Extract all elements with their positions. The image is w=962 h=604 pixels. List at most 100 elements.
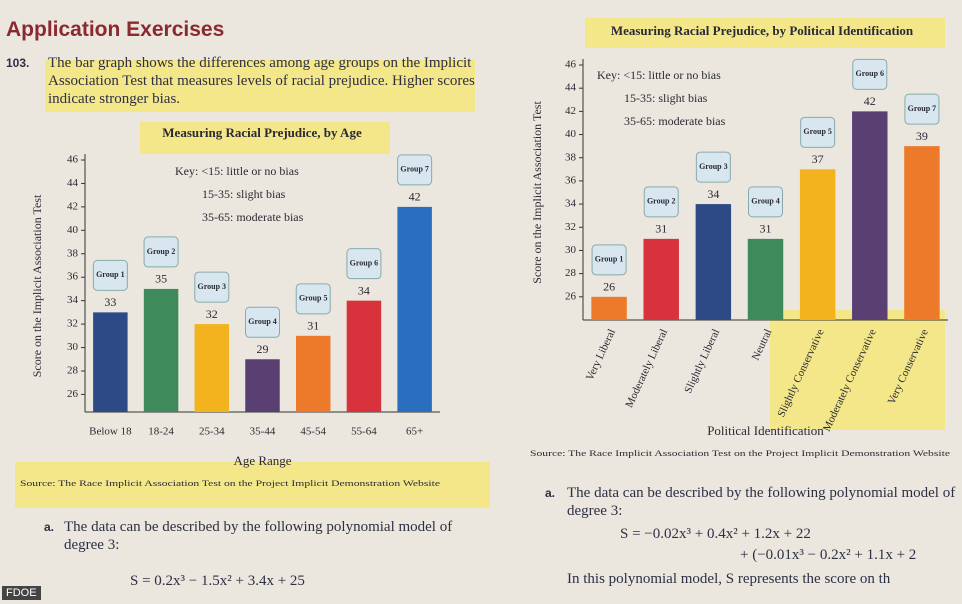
group-label: Group 6: [350, 258, 379, 267]
group-callout: [143, 236, 179, 268]
y-tick-label: 32: [67, 318, 78, 330]
group-label: Group 4: [751, 197, 780, 206]
part-label: a.: [44, 520, 55, 534]
chart-title: Measuring Racial Prejudice, by Age: [162, 125, 362, 140]
y-tick-label: 34: [565, 198, 577, 210]
y-tick-label: 46: [67, 154, 79, 166]
y-tick-label: 38: [565, 151, 577, 163]
chart-title: Measuring Racial Prejudice, by Political…: [611, 23, 914, 38]
y-tick-label: 42: [67, 200, 78, 212]
x-tick-label: 35-44: [250, 426, 276, 438]
x-tick-label: Moderately Liberal: [623, 327, 670, 409]
bar: [695, 204, 732, 320]
y-axis-label: Score on the Implicit Association Test: [30, 194, 44, 377]
value-label: 32: [206, 307, 218, 321]
part-label: a.: [545, 486, 556, 500]
group-label: Group 3: [699, 162, 728, 171]
value-label: 31: [655, 222, 667, 236]
value-label: 31: [307, 319, 319, 333]
source: Source: The Race Implicit Association Te…: [20, 478, 440, 488]
heading: Application Exercises: [6, 18, 225, 41]
group-label: Group 6: [856, 69, 885, 78]
x-tick-label: 45-54: [300, 426, 326, 438]
y-tick-label: 38: [67, 247, 79, 259]
bar: [643, 238, 679, 320]
group-callout: [800, 116, 836, 148]
group-callout: [643, 186, 679, 218]
source: Source: The Race Implicit Association Te…: [530, 448, 950, 458]
group-label: Group 5: [299, 294, 328, 303]
bar: [747, 238, 784, 320]
key-line: 15-35: slight bias: [202, 187, 286, 201]
highlight: [585, 18, 945, 48]
y-tick-label: 34: [67, 294, 79, 306]
key-line: 35-65: moderate bias: [202, 210, 304, 224]
part-text: The data can be described by the followi…: [64, 519, 453, 553]
y-tick-label: 40: [67, 224, 79, 236]
y-tick-label: 46: [565, 59, 577, 71]
value-label: 31: [760, 222, 772, 236]
exercise-number: 103.: [6, 56, 30, 70]
value-label: 35: [155, 272, 167, 286]
bar: [852, 111, 888, 320]
bar: [194, 324, 230, 412]
y-tick-label: 36: [67, 271, 79, 283]
key-line: 35-65: moderate bias: [624, 114, 726, 128]
group-label: Group 1: [96, 270, 125, 279]
x-tick-label: Slightly Liberal: [682, 327, 722, 395]
x-tick-label: Neutral: [750, 327, 775, 362]
highlight: [770, 310, 945, 430]
x-tick-label: 65+: [406, 426, 423, 438]
group-callout: [295, 283, 331, 315]
key-line: Key: <15: little or no bias: [597, 68, 721, 82]
bar: [591, 296, 627, 320]
exercise-text: The bar graph shows the differences amon…: [48, 55, 475, 107]
watermark: FDOE: [2, 586, 41, 600]
x-axis-label: Political Identification: [707, 423, 824, 438]
y-tick-label: 26: [565, 290, 577, 302]
x-tick-label: Below 18: [89, 426, 132, 438]
value-label: 42: [864, 94, 876, 108]
y-tick-label: 30: [565, 244, 577, 256]
x-tick-label: Very Liberal: [584, 327, 618, 382]
value-label: 29: [257, 342, 269, 356]
bar: [904, 146, 940, 320]
bar: [799, 169, 836, 320]
value-label: 42: [409, 190, 421, 204]
highlight: [140, 122, 390, 154]
formula: S = 0.2x³ − 1.5x² + 3.4x + 25: [130, 573, 305, 589]
group-label: Group 2: [647, 197, 676, 206]
bar: [245, 359, 280, 412]
bar: [143, 288, 179, 412]
group-label: Group 3: [198, 282, 227, 291]
group-callout: [852, 58, 888, 90]
value-label: 39: [916, 129, 928, 143]
value-label: 26: [603, 280, 615, 294]
group-callout: [904, 93, 940, 125]
y-tick-label: 42: [565, 105, 576, 117]
x-tick-label: Moderately Conservative: [821, 327, 879, 433]
value-label: 33: [104, 295, 116, 309]
x-tick-label: Slightly Conservative: [775, 327, 826, 419]
x-axis-label: Age Range: [233, 453, 291, 468]
group-label: Group 1: [595, 255, 624, 264]
group-label: Group 2: [147, 247, 176, 256]
group-callout: [695, 151, 731, 183]
group-callout: [346, 248, 382, 280]
group-label: Group 7: [400, 165, 429, 174]
group-label: Group 7: [908, 104, 937, 113]
group-callout: [397, 154, 433, 186]
y-tick-label: 28: [67, 365, 79, 377]
y-tick-label: 28: [565, 267, 577, 279]
bar: [295, 335, 331, 412]
highlight: [45, 60, 475, 112]
part-text: The data can be described by the followi…: [567, 485, 956, 519]
value-label: 37: [812, 152, 824, 166]
group-label: Group 4: [248, 317, 277, 326]
group-callout: [245, 306, 280, 338]
part-text: In this polynomial model, S represents t…: [567, 571, 891, 587]
group-label: Group 5: [803, 127, 832, 136]
highlight: [15, 462, 490, 508]
